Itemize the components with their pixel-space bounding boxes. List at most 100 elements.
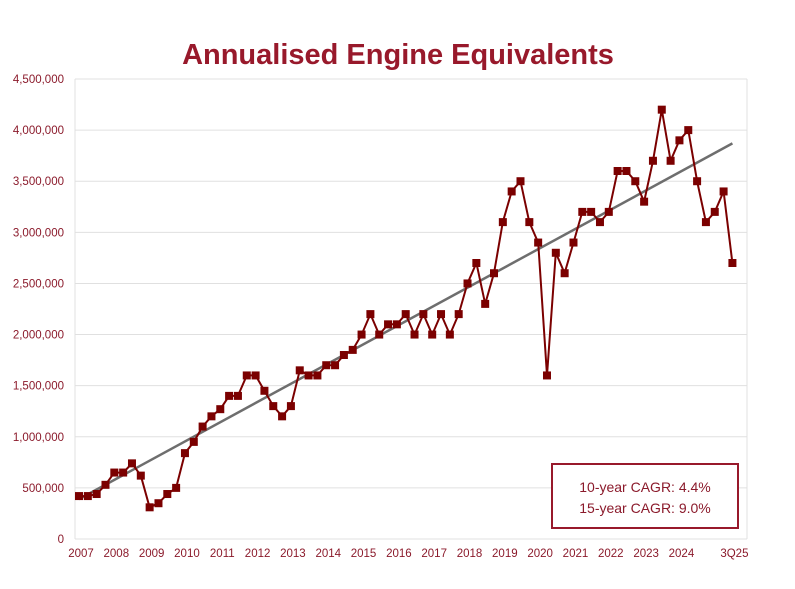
data-point-marker	[180, 449, 189, 458]
data-point-marker	[313, 371, 322, 380]
data-point-marker	[569, 238, 578, 247]
data-point-marker	[666, 156, 675, 165]
data-point-marker	[560, 269, 569, 278]
data-point-marker	[648, 156, 657, 165]
data-point-marker	[710, 207, 719, 216]
data-series	[75, 105, 737, 512]
data-point-marker	[348, 345, 357, 354]
data-point-marker	[163, 490, 172, 499]
data-point-marker	[295, 366, 304, 375]
data-point-marker	[587, 207, 596, 216]
data-point-marker	[401, 310, 410, 319]
y-tick-label: 4,500,000	[13, 74, 64, 86]
x-tick-label: 2010	[174, 548, 200, 560]
data-point-marker	[445, 330, 454, 339]
x-tick-label: 2012	[245, 548, 271, 560]
data-point-marker	[339, 351, 348, 359]
data-point-marker	[551, 248, 560, 257]
x-tick-label: 2013	[280, 548, 306, 560]
x-tick-label: 2014	[315, 548, 341, 560]
x-tick-label: 2021	[563, 548, 589, 560]
data-point-marker	[428, 330, 437, 339]
data-point-marker	[392, 320, 401, 329]
data-point-marker	[516, 177, 525, 186]
data-point-marker	[189, 437, 198, 446]
y-axis-ticks: 0 500,000 1,000,000 1,500,000 2,000,000 2,500…	[13, 74, 64, 546]
data-point-marker	[127, 459, 136, 468]
data-point-marker	[719, 187, 728, 196]
data-point-marker	[481, 299, 490, 308]
data-point-marker	[534, 238, 543, 247]
data-point-marker	[304, 371, 313, 380]
data-point-marker	[622, 167, 631, 175]
x-tick-label: 2024	[669, 548, 695, 560]
data-point-marker	[145, 503, 154, 512]
data-point-marker	[693, 177, 702, 186]
data-point-marker	[286, 402, 295, 411]
series-line	[79, 109, 734, 509]
data-point-marker	[216, 405, 225, 414]
x-tick-label: 3Q25	[720, 548, 748, 560]
data-point-marker	[357, 330, 366, 339]
data-point-marker	[251, 371, 260, 380]
data-point-marker	[675, 136, 684, 145]
x-tick-label: 2020	[527, 548, 553, 560]
y-tick-label: 3,500,000	[13, 176, 64, 188]
data-point-marker	[110, 468, 119, 477]
data-point-marker	[640, 197, 649, 206]
data-point-marker	[472, 259, 481, 267]
data-point-marker	[322, 361, 331, 370]
x-tick-label: 2008	[104, 548, 130, 560]
data-point-marker	[631, 177, 640, 186]
data-point-marker	[454, 310, 463, 319]
x-tick-label: 2018	[457, 548, 483, 560]
y-tick-label: 1,500,000	[13, 381, 64, 393]
y-tick-label: 4,000,000	[13, 125, 64, 137]
data-point-marker	[490, 269, 499, 278]
data-point-marker	[684, 126, 693, 135]
trend-line	[78, 142, 734, 501]
cagr-box-border	[551, 463, 739, 529]
data-point-marker	[75, 492, 83, 501]
trend-line-path	[78, 142, 734, 501]
cagr-10-year: 10-year CAGR: 4.4%	[579, 479, 711, 495]
cagr-15-year: 15-year CAGR: 9.0%	[579, 500, 711, 516]
data-point-marker	[375, 330, 384, 339]
x-axis-ticks: 2007 2008 2009 2010 2011 2012 2013 2014 2015 2016…	[68, 548, 748, 560]
x-tick-label: 2017	[421, 548, 447, 560]
data-point-marker	[136, 471, 145, 480]
x-tick-label: 2009	[139, 548, 165, 560]
y-tick-label: 2,000,000	[13, 330, 64, 342]
data-point-marker	[578, 207, 587, 216]
x-tick-label: 2023	[633, 548, 659, 560]
data-point-marker	[604, 207, 613, 216]
y-tick-label: 0	[58, 534, 64, 546]
y-tick-label: 1,000,000	[13, 432, 64, 444]
data-point-marker	[366, 310, 375, 319]
data-point-marker	[595, 218, 604, 227]
data-point-marker	[233, 391, 242, 400]
data-point-marker	[269, 402, 278, 411]
data-point-marker	[498, 218, 507, 227]
data-point-marker	[463, 279, 472, 288]
data-point-marker	[542, 371, 551, 380]
data-point-marker	[728, 259, 737, 267]
x-tick-label: 2007	[68, 548, 94, 560]
data-point-marker	[101, 480, 110, 489]
data-point-marker	[278, 412, 287, 421]
data-point-marker	[154, 499, 163, 508]
cagr-annotation-box: 10-year CAGR: 4.4% 15-year CAGR: 9.0%	[551, 463, 739, 529]
data-point-marker	[119, 468, 128, 477]
data-point-marker	[225, 391, 234, 400]
data-point-marker	[260, 386, 269, 395]
data-point-marker	[613, 167, 622, 175]
x-tick-label: 2022	[598, 548, 624, 560]
y-tick-label: 500,000	[22, 483, 64, 495]
data-point-marker	[657, 105, 666, 114]
data-point-marker	[701, 218, 710, 227]
data-point-marker	[172, 483, 181, 492]
data-point-marker	[92, 490, 101, 499]
data-point-marker	[410, 330, 419, 339]
data-point-marker	[83, 492, 92, 501]
